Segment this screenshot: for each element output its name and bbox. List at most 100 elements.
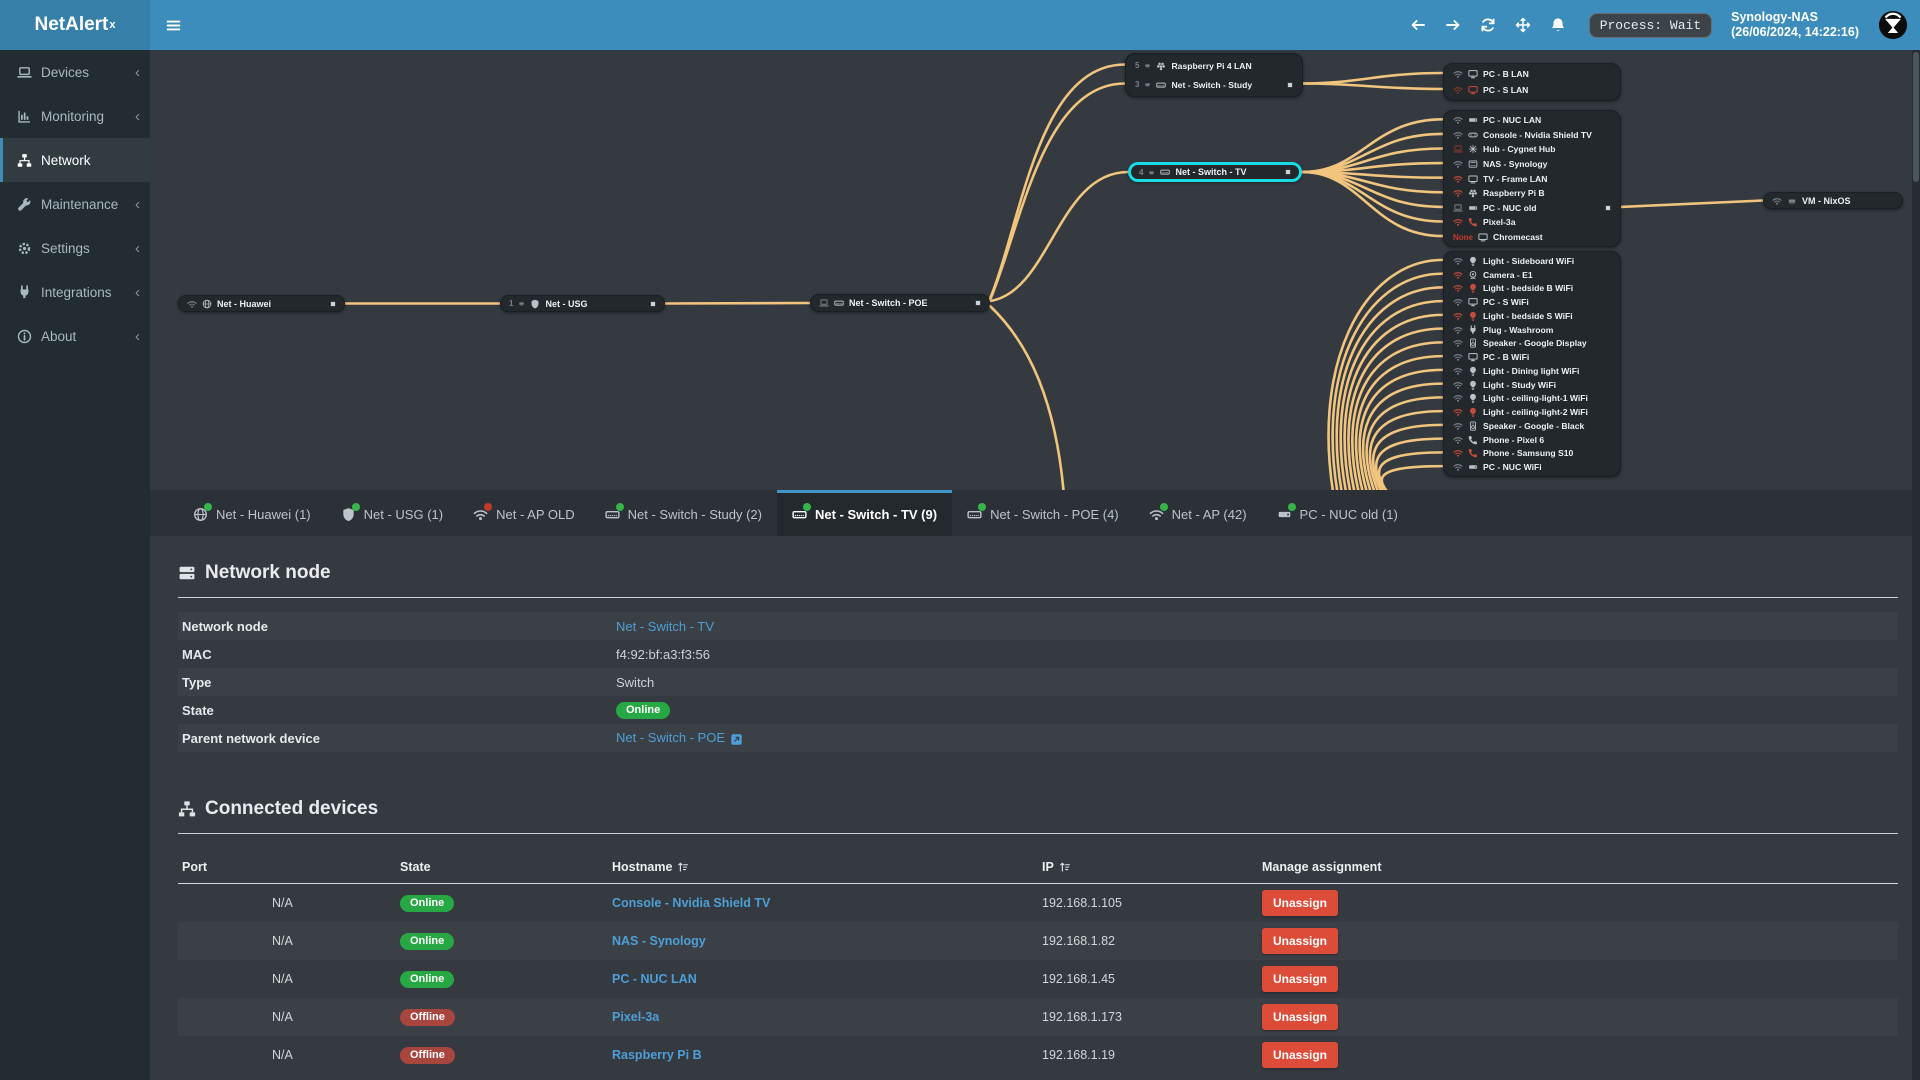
column-header-ip[interactable]: IP bbox=[1042, 860, 1262, 874]
refresh-icon[interactable] bbox=[1480, 17, 1496, 33]
diagram-device-light-bedside-s-wifi[interactable]: Light - bedside S WiFi bbox=[1444, 309, 1620, 323]
sidebar-item-maintenance[interactable]: Maintenance ‹ bbox=[0, 182, 150, 226]
page-scrollbar[interactable] bbox=[1912, 50, 1920, 1080]
connector-handle[interactable] bbox=[975, 300, 981, 306]
unassign-button[interactable]: Unassign bbox=[1262, 966, 1339, 992]
tab-icon-wrap bbox=[792, 503, 811, 522]
column-header-hostname[interactable]: Hostname bbox=[612, 860, 1042, 874]
sidebar-item-integrations[interactable]: Integrations ‹ bbox=[0, 270, 150, 314]
field-row-mac: MAC f4:92:bf:a3:f3:56 bbox=[178, 640, 1898, 668]
tab-net-huawei-1[interactable]: Net - Huawei (1) bbox=[178, 490, 326, 536]
diagram-device-pc-nuc-wifi[interactable]: PC - NUC WiFi bbox=[1444, 460, 1620, 474]
diagram-device-tv-frame-lan[interactable]: TV - Frame LAN bbox=[1444, 171, 1620, 186]
diagram-device-console-nvidia-shield-tv[interactable]: Console - Nvidia Shield TV bbox=[1444, 128, 1620, 143]
scrollbar-thumb[interactable] bbox=[1913, 52, 1919, 182]
sidebar-item-monitoring[interactable]: Monitoring ‹ bbox=[0, 94, 150, 138]
user-avatar[interactable] bbox=[1878, 10, 1908, 40]
switch-icon bbox=[1160, 167, 1170, 177]
unassign-button[interactable]: Unassign bbox=[1262, 928, 1339, 954]
device-label: Light - Study WiFi bbox=[1483, 379, 1556, 390]
diagram-device-pc-s-lan[interactable]: PC - S LAN bbox=[1444, 82, 1620, 98]
device-label: Hub - Cygnet Hub bbox=[1483, 144, 1556, 155]
diagram-device-net-switch-study[interactable]: 3 Net - Switch - Study bbox=[1126, 75, 1302, 94]
tab-pc-nuc-old-1[interactable]: PC - NUC old (1) bbox=[1262, 490, 1413, 536]
diagram-node-net-switch-tv[interactable]: 4 Net - Switch - TV bbox=[1128, 162, 1302, 182]
sidebar-item-about[interactable]: About ‹ bbox=[0, 314, 150, 358]
connector-handle[interactable] bbox=[650, 300, 656, 307]
port-number: 5 bbox=[1135, 61, 1140, 70]
diagram-device-pc-nuc-lan[interactable]: PC - NUC LAN bbox=[1444, 113, 1620, 128]
diagram-device-chromecast[interactable]: None Chromecast bbox=[1444, 230, 1620, 245]
connector-handle[interactable] bbox=[330, 300, 336, 307]
wifi-icon bbox=[187, 299, 197, 309]
notifications-bell-icon[interactable] bbox=[1550, 17, 1566, 33]
wifi-icon bbox=[1453, 69, 1463, 79]
diagram-device-speaker-google-display[interactable]: Speaker - Google Display bbox=[1444, 337, 1620, 351]
external-link-icon[interactable] bbox=[730, 733, 743, 746]
tab-net-switch-poe-4[interactable]: Net - Switch - POE (4) bbox=[952, 490, 1134, 536]
wifi-icon bbox=[1772, 196, 1782, 206]
diagram-device-nas-synology[interactable]: NAS - Synology bbox=[1444, 157, 1620, 172]
connector-handle[interactable] bbox=[1285, 169, 1291, 175]
diagram-device-light-study-wifi[interactable]: Light - Study WiFi bbox=[1444, 378, 1620, 392]
unassign-button[interactable]: Unassign bbox=[1262, 1042, 1339, 1068]
diagram-device-raspberry-pi-4-lan[interactable]: 5 Raspberry Pi 4 LAN bbox=[1126, 56, 1302, 75]
move-icon[interactable] bbox=[1515, 17, 1531, 33]
hostname-link[interactable]: PC - NUC LAN bbox=[612, 972, 697, 986]
field-link[interactable]: Net - Switch - POE bbox=[616, 730, 726, 746]
hostname-link[interactable]: Raspberry Pi B bbox=[612, 1048, 702, 1062]
hostname-link[interactable]: Console - Nvidia Shield TV bbox=[612, 896, 771, 910]
back-arrow-icon[interactable] bbox=[1410, 17, 1426, 33]
diagram-node-net-huawei[interactable]: Net - Huawei bbox=[178, 295, 345, 312]
sidebar-item-settings[interactable]: Settings ‹ bbox=[0, 226, 150, 270]
field-link[interactable]: Net - Switch - TV bbox=[616, 618, 715, 634]
forward-arrow-icon[interactable] bbox=[1445, 17, 1461, 33]
diagram-device-pc-b-wifi[interactable]: PC - B WiFi bbox=[1444, 350, 1620, 364]
diagram-device-pixel-3a[interactable]: Pixel-3a bbox=[1444, 215, 1620, 230]
tab-net-switch-study-2[interactable]: Net - Switch - Study (2) bbox=[590, 490, 777, 536]
sort-icon[interactable] bbox=[1059, 861, 1071, 873]
process-status-badge[interactable]: Process: Wait bbox=[1588, 12, 1713, 38]
sidebar-item-network[interactable]: Network bbox=[0, 138, 150, 182]
sort-icon[interactable] bbox=[677, 861, 689, 873]
diagram-node-vm-nixos[interactable]: VM - NixOS bbox=[1763, 192, 1903, 209]
network-node-title-text: Network node bbox=[205, 562, 331, 583]
wifi-icon bbox=[1453, 352, 1463, 362]
hostname-link[interactable]: Pixel-3a bbox=[612, 1010, 660, 1024]
diagram-device-phone-samsung-s10[interactable]: Phone - Samsung S10 bbox=[1444, 447, 1620, 461]
diagram-node-net-switch-poe[interactable]: Net - Switch - POE bbox=[810, 294, 990, 312]
field-row-type: Type Switch bbox=[178, 668, 1898, 696]
chevron-left-icon: ‹ bbox=[135, 327, 140, 345]
diagram-device-raspberry-pi-b[interactable]: Raspberry Pi B bbox=[1444, 186, 1620, 201]
diagram-device-pc-s-wifi[interactable]: PC - S WiFi bbox=[1444, 295, 1620, 309]
tab-net-ap-42[interactable]: Net - AP (42) bbox=[1134, 490, 1262, 536]
diagram-device-light-ceiling-light-2-wifi[interactable]: Light - ceiling-light-2 WiFi bbox=[1444, 405, 1620, 419]
diagram-node-net-usg[interactable]: 1 Net - USG bbox=[500, 295, 665, 312]
diagram-device-pc-b-lan[interactable]: PC - B LAN bbox=[1444, 66, 1620, 82]
hamburger-menu-icon[interactable] bbox=[150, 0, 197, 50]
diagram-device-speaker-google-black[interactable]: Speaker - Google - Black bbox=[1444, 419, 1620, 433]
connector-handle[interactable] bbox=[1605, 204, 1611, 211]
diagram-device-pc-nuc-old[interactable]: PC - NUC old bbox=[1444, 201, 1620, 216]
port-number: 3 bbox=[1135, 80, 1140, 89]
sidebar-item-devices[interactable]: Devices ‹ bbox=[0, 50, 150, 94]
device-label: Light - bedside S WiFi bbox=[1483, 310, 1573, 321]
tab-icon-wrap bbox=[967, 503, 987, 522]
diagram-device-light-sideboard-wifi[interactable]: Light - Sideboard WiFi bbox=[1444, 254, 1620, 268]
diagram-device-plug-washroom[interactable]: Plug - Washroom bbox=[1444, 323, 1620, 337]
diagram-device-camera-e1[interactable]: Camera - E1 bbox=[1444, 268, 1620, 282]
diagram-device-phone-pixel-6[interactable]: Phone - Pixel 6 bbox=[1444, 433, 1620, 447]
diagram-device-light-dining-light-wifi[interactable]: Light - Dining light WiFi bbox=[1444, 364, 1620, 378]
diagram-device-light-bedside-b-wifi[interactable]: Light - bedside B WiFi bbox=[1444, 282, 1620, 296]
bulb-icon bbox=[1468, 407, 1478, 417]
diagram-device-light-ceiling-light-1-wifi[interactable]: Light - ceiling-light-1 WiFi bbox=[1444, 392, 1620, 406]
hostname-link[interactable]: NAS - Synology bbox=[612, 934, 706, 948]
connector-handle[interactable] bbox=[1287, 81, 1293, 88]
tab-net-switch-tv-9[interactable]: Net - Switch - TV (9) bbox=[777, 490, 953, 536]
unassign-button[interactable]: Unassign bbox=[1262, 1004, 1339, 1030]
tab-net-usg-1[interactable]: Net - USG (1) bbox=[326, 490, 458, 536]
unassign-button[interactable]: Unassign bbox=[1262, 890, 1339, 916]
app-logo[interactable]: NetAlert x bbox=[0, 0, 150, 50]
tab-net-ap-old[interactable]: Net - AP OLD bbox=[458, 490, 590, 536]
diagram-device-hub-cygnet-hub[interactable]: Hub - Cygnet Hub bbox=[1444, 142, 1620, 157]
